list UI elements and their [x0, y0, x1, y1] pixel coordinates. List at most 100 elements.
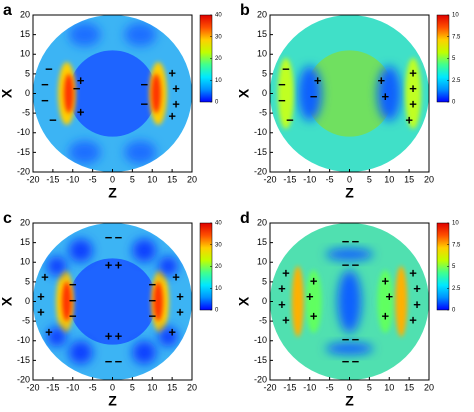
charge-plus: + [385, 289, 393, 304]
x-tick-label: -10 [303, 174, 316, 184]
charge-minus: − [115, 230, 123, 245]
x-tick-label: 15 [167, 174, 177, 184]
x-tick-label: -10 [303, 382, 316, 392]
charge-minus: − [105, 230, 113, 245]
field-spot [297, 66, 322, 121]
x-tick-label: -15 [46, 382, 59, 392]
colorbar-tick-label: 10 [215, 78, 222, 84]
field-spot [132, 238, 157, 263]
field-spot [132, 340, 157, 365]
y-tick-label: 15 [257, 29, 267, 39]
x-tick-label: -5 [326, 174, 334, 184]
y-tick-label: -5 [259, 108, 267, 118]
x-tick-label: -5 [89, 382, 97, 392]
charge-minus: − [148, 293, 156, 308]
field-spot [277, 58, 294, 129]
charge-plus: + [45, 324, 53, 339]
x-tick-label: 0 [347, 382, 352, 392]
field-spot [124, 140, 157, 165]
charge-minus: − [73, 81, 81, 96]
x-tick-label: 15 [404, 174, 414, 184]
x-tick-label: -15 [283, 174, 296, 184]
y-tick-label: 20 [257, 217, 267, 227]
x-axis-label: Z [108, 393, 117, 409]
y-axis-label: X [0, 296, 15, 306]
charge-minus: − [352, 234, 360, 249]
field-inner [68, 258, 157, 345]
charge-plus: + [405, 112, 413, 127]
y-tick-label: -15 [254, 147, 267, 157]
colorbar-tick-label: 20 [215, 56, 222, 62]
y-tick-label: -20 [17, 166, 30, 176]
charge-plus: + [278, 281, 286, 296]
colorbar-tick-label: 5 [452, 56, 456, 62]
field [270, 223, 429, 380]
charge-plus: + [176, 305, 184, 320]
y-tick-label: 5 [262, 68, 267, 78]
y-tick-label: -10 [254, 335, 267, 345]
y-tick-label: -5 [22, 316, 30, 326]
y-tick-label: 20 [20, 217, 30, 227]
y-tick-label: 5 [262, 276, 267, 286]
charge-plus: + [310, 309, 318, 324]
x-tick-label: -10 [66, 382, 79, 392]
x-tick-label: 5 [367, 382, 372, 392]
field-spot [337, 270, 362, 333]
x-tick-label: 20 [424, 174, 434, 184]
charge-minus: − [352, 258, 360, 273]
charge-plus: + [115, 328, 123, 343]
charge-minus: − [282, 61, 290, 76]
y-tick-label: 15 [20, 29, 30, 39]
y-tick-label: 20 [20, 9, 30, 19]
field-spot [46, 327, 67, 347]
charge-plus: + [409, 65, 417, 80]
colorbar-tick-label: 30 [215, 34, 222, 40]
y-tick-label: 20 [257, 9, 267, 19]
field-spot [405, 58, 422, 129]
charge-plus: + [172, 269, 180, 284]
charge-minus: − [278, 77, 286, 92]
x-tick-label: 20 [187, 382, 197, 392]
x-tick-label: -15 [283, 382, 296, 392]
field-spot [46, 256, 67, 276]
panel: -20 -15 -10 -5 0 5 10 15 20 -20 -15 -10 -5 0 5 10 15 20 Z X… [236, 2, 461, 200]
colorbar-tick-label: 20 [215, 264, 222, 270]
field-spot [325, 342, 374, 355]
colorbar-tick-label: 10 [452, 13, 459, 19]
y-tick-label: -5 [259, 316, 267, 326]
x-tick-label: 10 [384, 382, 394, 392]
y-tick-label: -5 [22, 108, 30, 118]
colorbar-tick-label: 2.5 [452, 286, 461, 292]
charge-plus: + [168, 65, 176, 80]
panel: -20 -15 -10 -5 0 5 10 15 20 -20 -15 -10 -5 0 5 10 15 20 Z X… [0, 210, 222, 408]
y-tick-label: -10 [17, 127, 30, 137]
x-tick-label: -5 [89, 174, 97, 184]
y-axis-label: X [236, 296, 252, 306]
charge-plus: + [176, 289, 184, 304]
field [33, 223, 192, 380]
charge-plus: + [306, 289, 314, 304]
x-axis-label: Z [345, 393, 354, 409]
field [33, 15, 192, 172]
x-axis-label: Z [345, 185, 354, 201]
x-tick-label: -20 [263, 382, 276, 392]
charge-plus: + [409, 313, 417, 328]
charge-plus: + [168, 108, 176, 123]
panel: -20 -15 -10 -5 0 5 10 15 20 -20 -15 -10 -5 0 5 10 15 20 Z X… [0, 2, 222, 200]
charge-minus: − [342, 332, 350, 347]
panel-label: c [3, 210, 12, 227]
charge-minus: − [342, 258, 350, 273]
charge-plus: + [314, 73, 322, 88]
x-tick-label: 0 [347, 174, 352, 184]
charge-plus: + [172, 81, 180, 96]
colorbar-tick-label: 5 [452, 264, 456, 270]
charge-plus: + [381, 89, 389, 104]
y-tick-label: -10 [254, 127, 267, 137]
field-spot [62, 281, 72, 322]
charge-minus: − [342, 234, 350, 249]
charge-minus: − [310, 89, 318, 104]
charge-plus: + [381, 309, 389, 324]
colorbar-tick-label: 0 [215, 100, 219, 106]
y-tick-label: 5 [25, 276, 30, 286]
x-tick-label: -20 [263, 174, 276, 184]
